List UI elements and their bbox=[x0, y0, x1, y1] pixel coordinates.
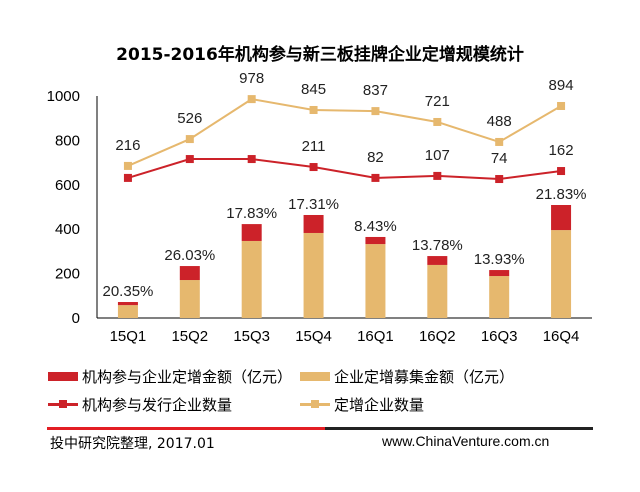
legend-swatch-gold-line bbox=[300, 400, 330, 408]
legend-swatch-red-bar bbox=[48, 372, 78, 381]
line-data-label: 488 bbox=[487, 113, 512, 130]
bar-raised-amount bbox=[427, 264, 448, 318]
legend-item-raised-amount: 企业定增募集金额（亿元） bbox=[300, 366, 514, 387]
legend-label: 企业定增募集金额（亿元） bbox=[334, 368, 515, 386]
line-data-label: 837 bbox=[363, 82, 388, 99]
chart-title: 2015-2016年机构参与新三板挂牌企业定增规模统计 bbox=[116, 45, 524, 65]
website-text: www.ChinaVenture.com.cn bbox=[382, 433, 550, 449]
legend-item-institution-amount: 机构参与企业定增金额（亿元） bbox=[48, 366, 292, 387]
line-marker bbox=[557, 101, 566, 110]
legend-item-institution-count: 机构参与发行企业数量 bbox=[48, 394, 232, 415]
bar-institution-amount bbox=[179, 266, 200, 281]
line-marker bbox=[247, 155, 256, 164]
line-marker bbox=[247, 95, 256, 104]
line-data-label: 82 bbox=[367, 149, 384, 166]
x-tick-label: 16Q4 bbox=[543, 328, 580, 345]
line-data-label: 107 bbox=[425, 147, 450, 164]
bar-data-label: 17.31% bbox=[288, 196, 339, 213]
legend-label: 机构参与企业定增金额（亿元） bbox=[82, 368, 293, 386]
line-data-label: 162 bbox=[549, 142, 574, 159]
bar-data-label: 13.93% bbox=[474, 251, 525, 268]
bar-raised-amount bbox=[117, 305, 138, 318]
x-tick-label: 15Q4 bbox=[295, 328, 332, 345]
line-company-count bbox=[127, 98, 562, 167]
bar-institution-amount bbox=[241, 224, 262, 241]
bar-data-label: 13.78% bbox=[412, 237, 463, 254]
bar-institution-amount bbox=[303, 214, 324, 233]
line-data-label: 74 bbox=[491, 150, 508, 167]
x-tick-label: 15Q3 bbox=[233, 328, 270, 345]
line-marker bbox=[495, 175, 504, 184]
bar-institution-amount bbox=[551, 205, 572, 231]
y-tick-label: 200 bbox=[55, 266, 80, 283]
footer-rule-black bbox=[325, 427, 593, 430]
line-data-label: 721 bbox=[425, 93, 450, 110]
bar-raised-amount bbox=[241, 240, 262, 318]
footer-rule-red bbox=[47, 427, 325, 430]
line-marker bbox=[371, 107, 380, 116]
bar-data-label: 20.35% bbox=[103, 283, 154, 300]
bar-data-label: 17.83% bbox=[226, 205, 277, 222]
bar-raised-amount bbox=[179, 280, 200, 318]
bar-raised-amount bbox=[551, 230, 572, 318]
y-tick-label: 600 bbox=[55, 177, 80, 194]
y-tick-label: 800 bbox=[55, 132, 80, 149]
y-tick-label: 1000 bbox=[47, 88, 80, 105]
x-tick-label: 16Q1 bbox=[357, 328, 394, 345]
line-data-label: 845 bbox=[301, 81, 326, 98]
line-marker bbox=[495, 137, 504, 146]
bar-raised-amount bbox=[489, 276, 510, 318]
chart-plot: 0 200 400 600 800 1000 15Q1 15Q2 15Q3 15Q4 16Q1 16Q… bbox=[47, 70, 592, 345]
legend-swatch-gold-bar bbox=[300, 372, 330, 381]
bar-data-label: 8.43% bbox=[354, 218, 397, 235]
legend-label: 定增企业数量 bbox=[334, 396, 425, 414]
line-data-label: 211 bbox=[302, 138, 326, 155]
line-data-label: 978 bbox=[239, 70, 264, 87]
line-marker bbox=[371, 173, 380, 182]
line-data-label: 894 bbox=[549, 77, 574, 94]
y-tick-label: 400 bbox=[55, 221, 80, 238]
line-data-label: 216 bbox=[115, 137, 140, 154]
x-tick-label: 16Q2 bbox=[419, 328, 456, 345]
line-marker bbox=[309, 163, 318, 172]
bar-data-label: 26.03% bbox=[164, 247, 215, 264]
x-tick-label: 16Q3 bbox=[481, 328, 518, 345]
line-marker bbox=[123, 173, 132, 182]
legend-item-company-count: 定增企业数量 bbox=[300, 394, 424, 415]
y-tick-label: 0 bbox=[72, 310, 80, 327]
line-marker bbox=[433, 171, 442, 180]
legend-label: 机构参与发行企业数量 bbox=[82, 396, 233, 414]
line-marker bbox=[309, 105, 318, 114]
bar-institution-amount bbox=[365, 236, 386, 245]
bar-raised-amount bbox=[365, 244, 386, 318]
bar-raised-amount bbox=[303, 232, 324, 318]
bar-institution-amount bbox=[489, 270, 510, 277]
x-tick-label: 15Q2 bbox=[171, 328, 208, 345]
bar-institution-amount bbox=[427, 256, 448, 265]
line-marker bbox=[123, 161, 132, 170]
line-data-label: 526 bbox=[177, 110, 202, 127]
bar-data-label: 21.83% bbox=[536, 186, 587, 203]
source-note: 投中研究院整理, 2017.01 bbox=[50, 436, 215, 452]
line-institution-count bbox=[127, 158, 562, 181]
line-marker bbox=[185, 135, 194, 144]
line-marker bbox=[557, 167, 566, 176]
legend-swatch-red-line bbox=[48, 400, 78, 408]
x-tick-label: 15Q1 bbox=[110, 328, 147, 345]
line-marker bbox=[433, 117, 442, 126]
bar-institution-amount bbox=[117, 302, 138, 306]
line-marker bbox=[185, 155, 194, 164]
